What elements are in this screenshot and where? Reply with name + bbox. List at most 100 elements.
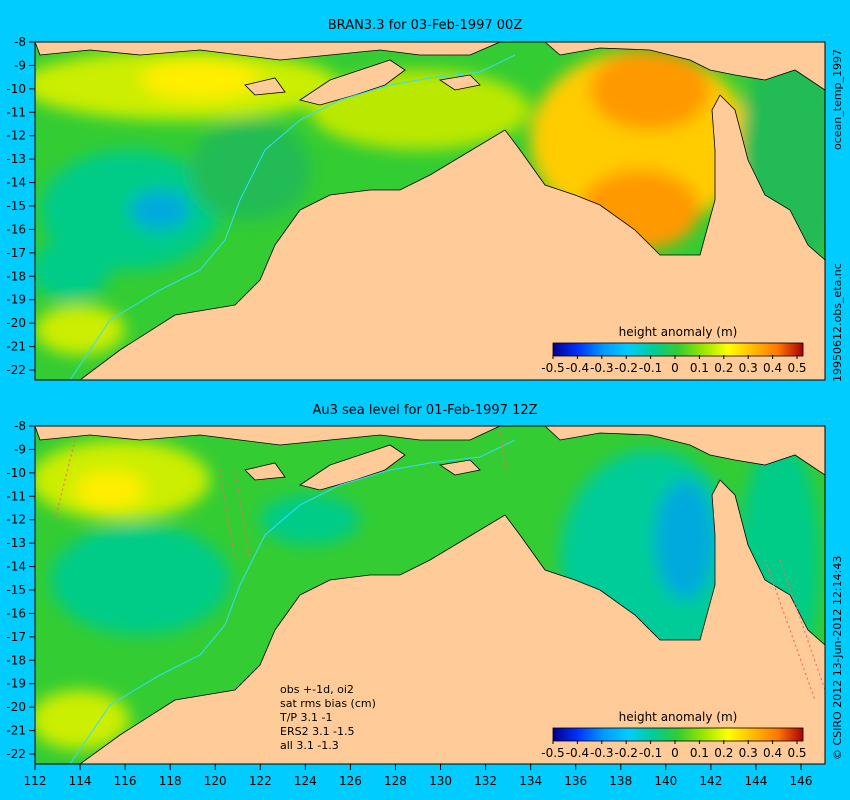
bottom-x-tick-label: 132 <box>474 774 497 788</box>
top-colorbar-title: height anomaly (m) <box>619 325 738 339</box>
top-y-tick-label: -14 <box>6 176 26 190</box>
bottom-side-label: © CSIRO 2012 13-Jun-2012 12:14:43 <box>831 555 844 760</box>
bottom-land-newguinea <box>544 426 825 476</box>
bottom-y-tick-label: -18 <box>6 653 26 667</box>
top-y-axis: -8 -9 -10 -11 -12 -13 -14 -15 -16 -17 -18 -19 -20 -21… <box>6 35 35 377</box>
bottom-colorbar-tick-label: -0.2 <box>614 746 637 760</box>
note-line: T/P 3.1 -1 <box>280 711 333 724</box>
top-land-newguinea <box>544 42 825 91</box>
top-colorbar-tick-label: 0.4 <box>763 361 782 375</box>
top-y-tick-label: -22 <box>6 363 26 377</box>
bottom-y-tick-label: -14 <box>6 560 26 574</box>
top-land-australia <box>79 94 825 380</box>
top-y-tick-label: -10 <box>6 82 26 96</box>
bottom-x-tick-label: 146 <box>790 774 813 788</box>
bottom-map-title: Au3 sea level for 01-Feb-1997 12Z <box>312 403 538 418</box>
bottom-y-tick-label: -11 <box>6 489 26 503</box>
bottom-map <box>35 426 825 764</box>
bottom-x-tick-label: 140 <box>654 774 677 788</box>
bottom-colorbar-tick-label: -0.4 <box>566 746 589 760</box>
top-colorbar-tick-label: 0.2 <box>714 361 733 375</box>
bottom-y-tick-label: -22 <box>6 747 26 761</box>
top-land-islands <box>35 42 501 61</box>
bottom-land-timor <box>299 444 406 491</box>
top-y-tick-label: -8 <box>14 35 26 49</box>
bottom-colorbar-ticks: -0.5 -0.4 -0.3 -0.2 -0.1 0 0.1 0.2 0.3 0.4 0.5 <box>541 740 807 760</box>
top-side-label-lower: 19950612.obs_eta.nc <box>831 263 844 382</box>
bottom-y-axis: -8 -9 -10 -11 -12 -13 -14 -15 -16 -17 -18 -19 -20 -21… <box>6 419 35 761</box>
top-colorbar-tick-label: 0.5 <box>787 361 806 375</box>
top-colorbar-tick-label: 0.3 <box>739 361 758 375</box>
bottom-colorbar-tick-label: 0.4 <box>763 746 782 760</box>
bottom-x-tick-label: 114 <box>69 774 92 788</box>
bottom-colorbar-tick-label: 0.2 <box>714 746 733 760</box>
top-y-tick-label: -17 <box>6 246 26 260</box>
top-colorbar-tick-label: -0.5 <box>541 361 564 375</box>
note-line: sat rms bias (cm) <box>280 697 376 710</box>
bottom-x-tick-label: 144 <box>744 774 767 788</box>
bottom-colorbar-tick-label: -0.1 <box>639 746 662 760</box>
top-y-tick-label: -9 <box>14 58 26 72</box>
bottom-x-tick-label: 118 <box>159 774 182 788</box>
bottom-x-tick-label: 124 <box>294 774 317 788</box>
bottom-y-tick-label: -17 <box>6 630 26 644</box>
bottom-x-tick-label: 116 <box>114 774 137 788</box>
bottom-shelf-contour <box>69 439 516 764</box>
top-side-label-upper: ocean_temp_1997 <box>831 48 844 150</box>
bottom-x-tick-label: 128 <box>384 774 407 788</box>
top-colorbar: height anomaly (m) -0.5 -0.4 -0.3 -0.2 -0.1 0… <box>541 325 806 375</box>
top-colorbar-tick-label: 0.1 <box>690 361 709 375</box>
bottom-colorbar-tick-label: 0.1 <box>690 746 709 760</box>
bottom-land-islands <box>35 426 501 446</box>
note-line: obs +-1d, oi2 <box>280 683 354 696</box>
bottom-y-tick-label: -15 <box>6 583 26 597</box>
bottom-y-tick-label: -12 <box>6 513 26 527</box>
top-y-tick-label: -11 <box>6 105 26 119</box>
top-colorbar-tick-label: 0 <box>671 361 679 375</box>
bottom-colorbar-tick-label: -0.5 <box>541 746 564 760</box>
top-y-tick-label: -21 <box>6 340 26 354</box>
bottom-x-tick-label: 122 <box>249 774 272 788</box>
bottom-y-tick-label: -8 <box>14 419 26 433</box>
top-colorbar-tick-label: -0.3 <box>590 361 613 375</box>
bottom-colorbar-tick-label: 0.5 <box>787 746 806 760</box>
bottom-x-tick-label: 130 <box>429 774 452 788</box>
bottom-y-tick-label: -21 <box>6 724 26 738</box>
bottom-colorbar: height anomaly (m) -0.5 -0.4 -0.3 -0.2 -0.1 0… <box>541 710 806 760</box>
bottom-x-tick-label: 136 <box>564 774 587 788</box>
top-y-tick-label: -15 <box>6 199 26 213</box>
bottom-x-tick-label: 120 <box>204 774 227 788</box>
top-colorbar-tick-label: -0.4 <box>566 361 589 375</box>
obs-notes: obs +-1d, oi2 sat rms bias (cm) T/P 3.1 … <box>280 683 376 753</box>
note-line: ERS2 3.1 -1.5 <box>280 725 355 738</box>
top-y-tick-label: -18 <box>6 269 26 283</box>
bottom-x-tick-label: 138 <box>609 774 632 788</box>
top-map <box>35 42 825 380</box>
top-colorbar-tick-label: -0.2 <box>614 361 637 375</box>
bottom-x-axis: 112 114 116 118 120 122 124 126 128 130 132 134 136 1… <box>24 764 813 788</box>
bottom-x-tick-label: 142 <box>699 774 722 788</box>
bottom-colorbar-tick-label: -0.3 <box>590 746 613 760</box>
top-colorbar-ticks: -0.5 -0.4 -0.3 -0.2 -0.1 0 0.1 0.2 0.3 0.4 0.5 <box>541 355 807 375</box>
bottom-x-tick-label: 134 <box>519 774 542 788</box>
top-y-tick-label: -20 <box>6 316 26 330</box>
bottom-x-tick-label: 126 <box>339 774 362 788</box>
note-line: all 3.1 -1.3 <box>280 739 339 752</box>
satellite-tracks <box>54 426 825 701</box>
bottom-land-australia <box>79 479 825 764</box>
top-y-tick-label: -13 <box>6 152 26 166</box>
top-map-title: BRAN3.3 for 03-Feb-1997 00Z <box>327 18 523 33</box>
bottom-y-tick-label: -9 <box>14 442 26 456</box>
top-y-tick-label: -16 <box>6 222 26 236</box>
top-shelf-contour <box>69 54 516 380</box>
bottom-colorbar-tick-label: 0.3 <box>739 746 758 760</box>
bottom-colorbar-tick-label: 0 <box>671 746 679 760</box>
top-y-tick-label: -12 <box>6 129 26 143</box>
top-colorbar-tick-label: -0.1 <box>639 361 662 375</box>
top-land-timor <box>299 59 406 106</box>
bottom-y-tick-label: -19 <box>6 677 26 691</box>
bottom-y-tick-label: -10 <box>6 466 26 480</box>
top-y-tick-label: -19 <box>6 293 26 307</box>
bottom-colorbar-title: height anomaly (m) <box>619 710 738 724</box>
